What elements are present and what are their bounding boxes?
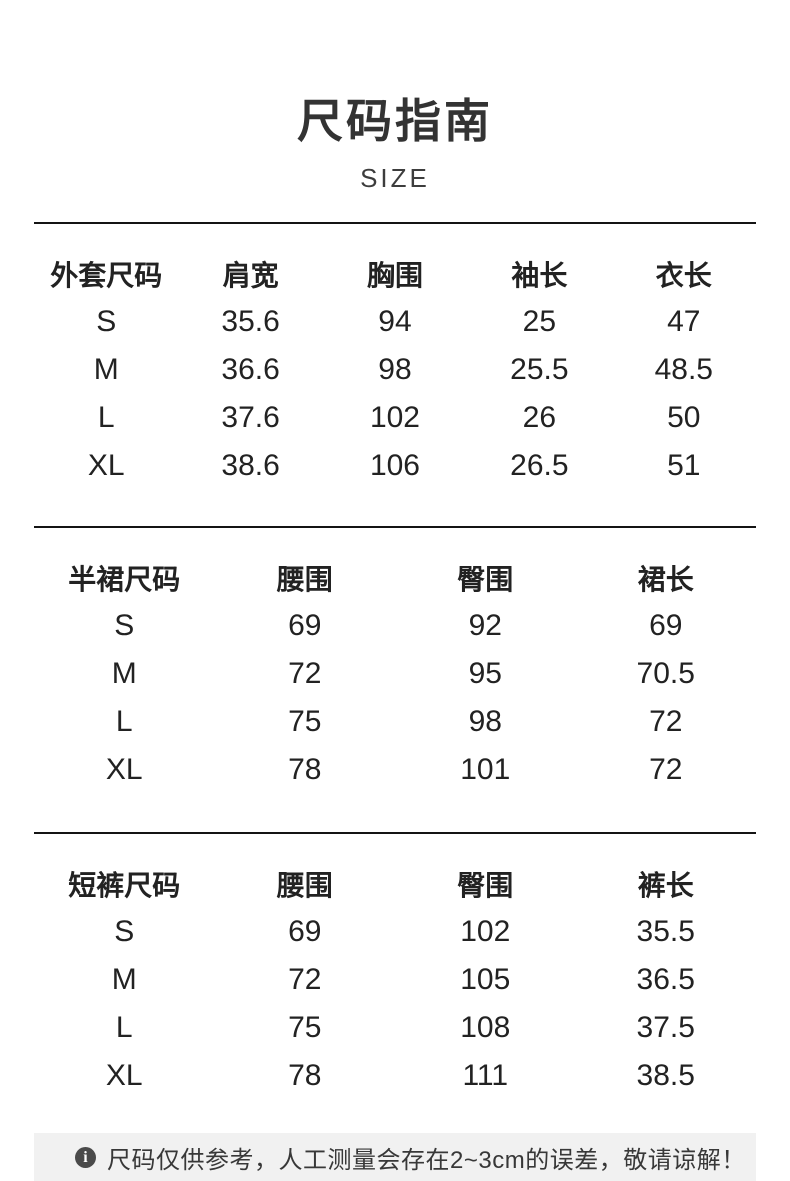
- size-row: XL 38.6 106 26.5 51: [34, 442, 756, 490]
- size-cell: 78: [288, 1059, 322, 1092]
- column-header: 半裙尺码: [68, 564, 181, 595]
- skirt-size-table: 半裙尺码 腰围 臀围 裙长 S 69 92 69 M 72 95 70.5 L 75 98 72 XL 78 101…: [34, 554, 756, 794]
- size-cell: 95: [468, 657, 502, 690]
- size-cell: 36.6: [221, 353, 280, 386]
- footer-note-bar: i 尺码仅供参考，人工测量会存在2~3cm的误差，敬请谅解！: [34, 1133, 756, 1181]
- size-cell: 35.5: [636, 915, 695, 948]
- size-cell: 50: [667, 401, 701, 434]
- size-cell: 72: [288, 657, 322, 690]
- jacket-size-table: 外套尺码 肩宽 胸围 袖长 衣长 S 35.6 94 25 47 M 36.6 98 25.5 48.5 L 3…: [34, 250, 756, 490]
- size-row: S 69 102 35.5: [34, 908, 756, 956]
- size-cell: 70.5: [636, 657, 695, 690]
- size-cell: M: [111, 963, 137, 996]
- size-cell: 38.6: [221, 449, 280, 482]
- size-cell: M: [111, 657, 137, 690]
- column-header: 臀围: [457, 870, 514, 901]
- size-cell: S: [96, 305, 117, 338]
- size-row: XL 78 101 72: [34, 746, 756, 794]
- size-cell: 25.5: [510, 353, 569, 386]
- size-cell: L: [115, 1011, 133, 1044]
- size-cell: L: [115, 705, 133, 738]
- size-cell: 105: [460, 963, 511, 996]
- column-header: 裤长: [637, 870, 694, 901]
- size-row: L 75 98 72: [34, 698, 756, 746]
- size-cell: 72: [649, 753, 683, 786]
- size-cell: 102: [460, 915, 511, 948]
- header-row: 短裤尺码 腰围 臀围 裤长: [34, 860, 756, 908]
- size-row: S 35.6 94 25 47: [34, 298, 756, 346]
- page-subtitle: SIZE: [360, 163, 430, 193]
- size-cell: 72: [649, 705, 683, 738]
- size-cell: 75: [288, 1011, 322, 1044]
- size-cell: 37.5: [636, 1011, 695, 1044]
- section-divider: [34, 526, 756, 528]
- column-header: 胸围: [366, 260, 423, 291]
- size-cell: 69: [288, 915, 322, 948]
- header-row: 外套尺码 肩宽 胸围 袖长 衣长: [34, 250, 756, 298]
- size-cell: 102: [369, 401, 420, 434]
- column-header: 袖长: [511, 260, 568, 291]
- size-cell: 51: [667, 449, 701, 482]
- column-header: 肩宽: [222, 260, 279, 291]
- column-header: 裙长: [637, 564, 694, 595]
- size-row: L 75 108 37.5: [34, 1004, 756, 1052]
- size-cell: 108: [460, 1011, 511, 1044]
- size-cell: 48.5: [654, 353, 713, 386]
- jacket-size-section: 外套尺码 肩宽 胸围 袖长 衣长 S 35.6 94 25 47 M 36.6 98 25.5 48.5 L 3…: [34, 224, 756, 526]
- size-cell: XL: [87, 449, 125, 482]
- size-cell: 26: [522, 401, 557, 434]
- size-cell: 78: [288, 753, 322, 786]
- size-cell: 26.5: [510, 449, 569, 482]
- section-divider: [34, 222, 756, 224]
- page-title: 尺码指南: [297, 95, 493, 147]
- column-header: 短裤尺码: [68, 870, 181, 901]
- size-cell: XL: [105, 1059, 143, 1092]
- size-cell: 111: [462, 1059, 509, 1092]
- shorts-size-table: 短裤尺码 腰围 臀围 裤长 S 69 102 35.5 M 72 105 36.5 L 75 108 37.5…: [34, 860, 756, 1100]
- size-cell: 106: [369, 449, 420, 482]
- size-row: M 72 95 70.5: [34, 650, 756, 698]
- size-cell: 72: [288, 963, 322, 996]
- size-row: L 37.6 102 26 50: [34, 394, 756, 442]
- footer-note-text: 尺码仅供参考，人工测量会存在2~3cm的误差，敬请谅解！: [107, 1146, 746, 1174]
- size-cell: 101: [460, 753, 511, 786]
- column-header: 腰围: [276, 870, 333, 901]
- size-row: M 72 105 36.5: [34, 956, 756, 1004]
- header-row: 半裙尺码 腰围 臀围 裙长: [34, 554, 756, 602]
- skirt-size-section: 半裙尺码 腰围 臀围 裙长 S 69 92 69 M 72 95 70.5 L 75 98 72 XL 78 101…: [34, 528, 756, 832]
- size-row: XL 78 111 38.5: [34, 1052, 756, 1100]
- size-cell: XL: [105, 753, 143, 786]
- size-cell: M: [93, 353, 119, 386]
- size-cell: 98: [468, 705, 502, 738]
- size-cell: 94: [378, 305, 412, 338]
- column-header: 臀围: [457, 564, 514, 595]
- size-cell: 37.6: [221, 401, 280, 434]
- size-cell: S: [114, 609, 135, 642]
- size-cell: 38.5: [636, 1059, 695, 1092]
- size-cell: 69: [649, 609, 683, 642]
- size-row: M 36.6 98 25.5 48.5: [34, 346, 756, 394]
- info-icon: i: [75, 1146, 96, 1168]
- column-header: 腰围: [276, 564, 333, 595]
- size-cell: 98: [378, 353, 412, 386]
- column-header: 衣长: [655, 260, 712, 291]
- size-cell: 75: [288, 705, 322, 738]
- size-cell: 47: [667, 305, 701, 338]
- column-header: 外套尺码: [50, 260, 163, 291]
- section-divider: [34, 832, 756, 834]
- page-header: 尺码指南 SIZE: [0, 0, 790, 191]
- size-cell: 69: [288, 609, 322, 642]
- size-cell: S: [114, 915, 135, 948]
- size-row: S 69 92 69: [34, 602, 756, 650]
- size-cell: L: [97, 401, 115, 434]
- size-cell: 35.6: [221, 305, 280, 338]
- size-cell: 36.5: [636, 963, 695, 996]
- size-cell: 25: [522, 305, 557, 338]
- size-cell: 92: [468, 609, 502, 642]
- shorts-size-section: 短裤尺码 腰围 臀围 裤长 S 69 102 35.5 M 72 105 36.5 L 75 108 37.5…: [34, 834, 756, 1100]
